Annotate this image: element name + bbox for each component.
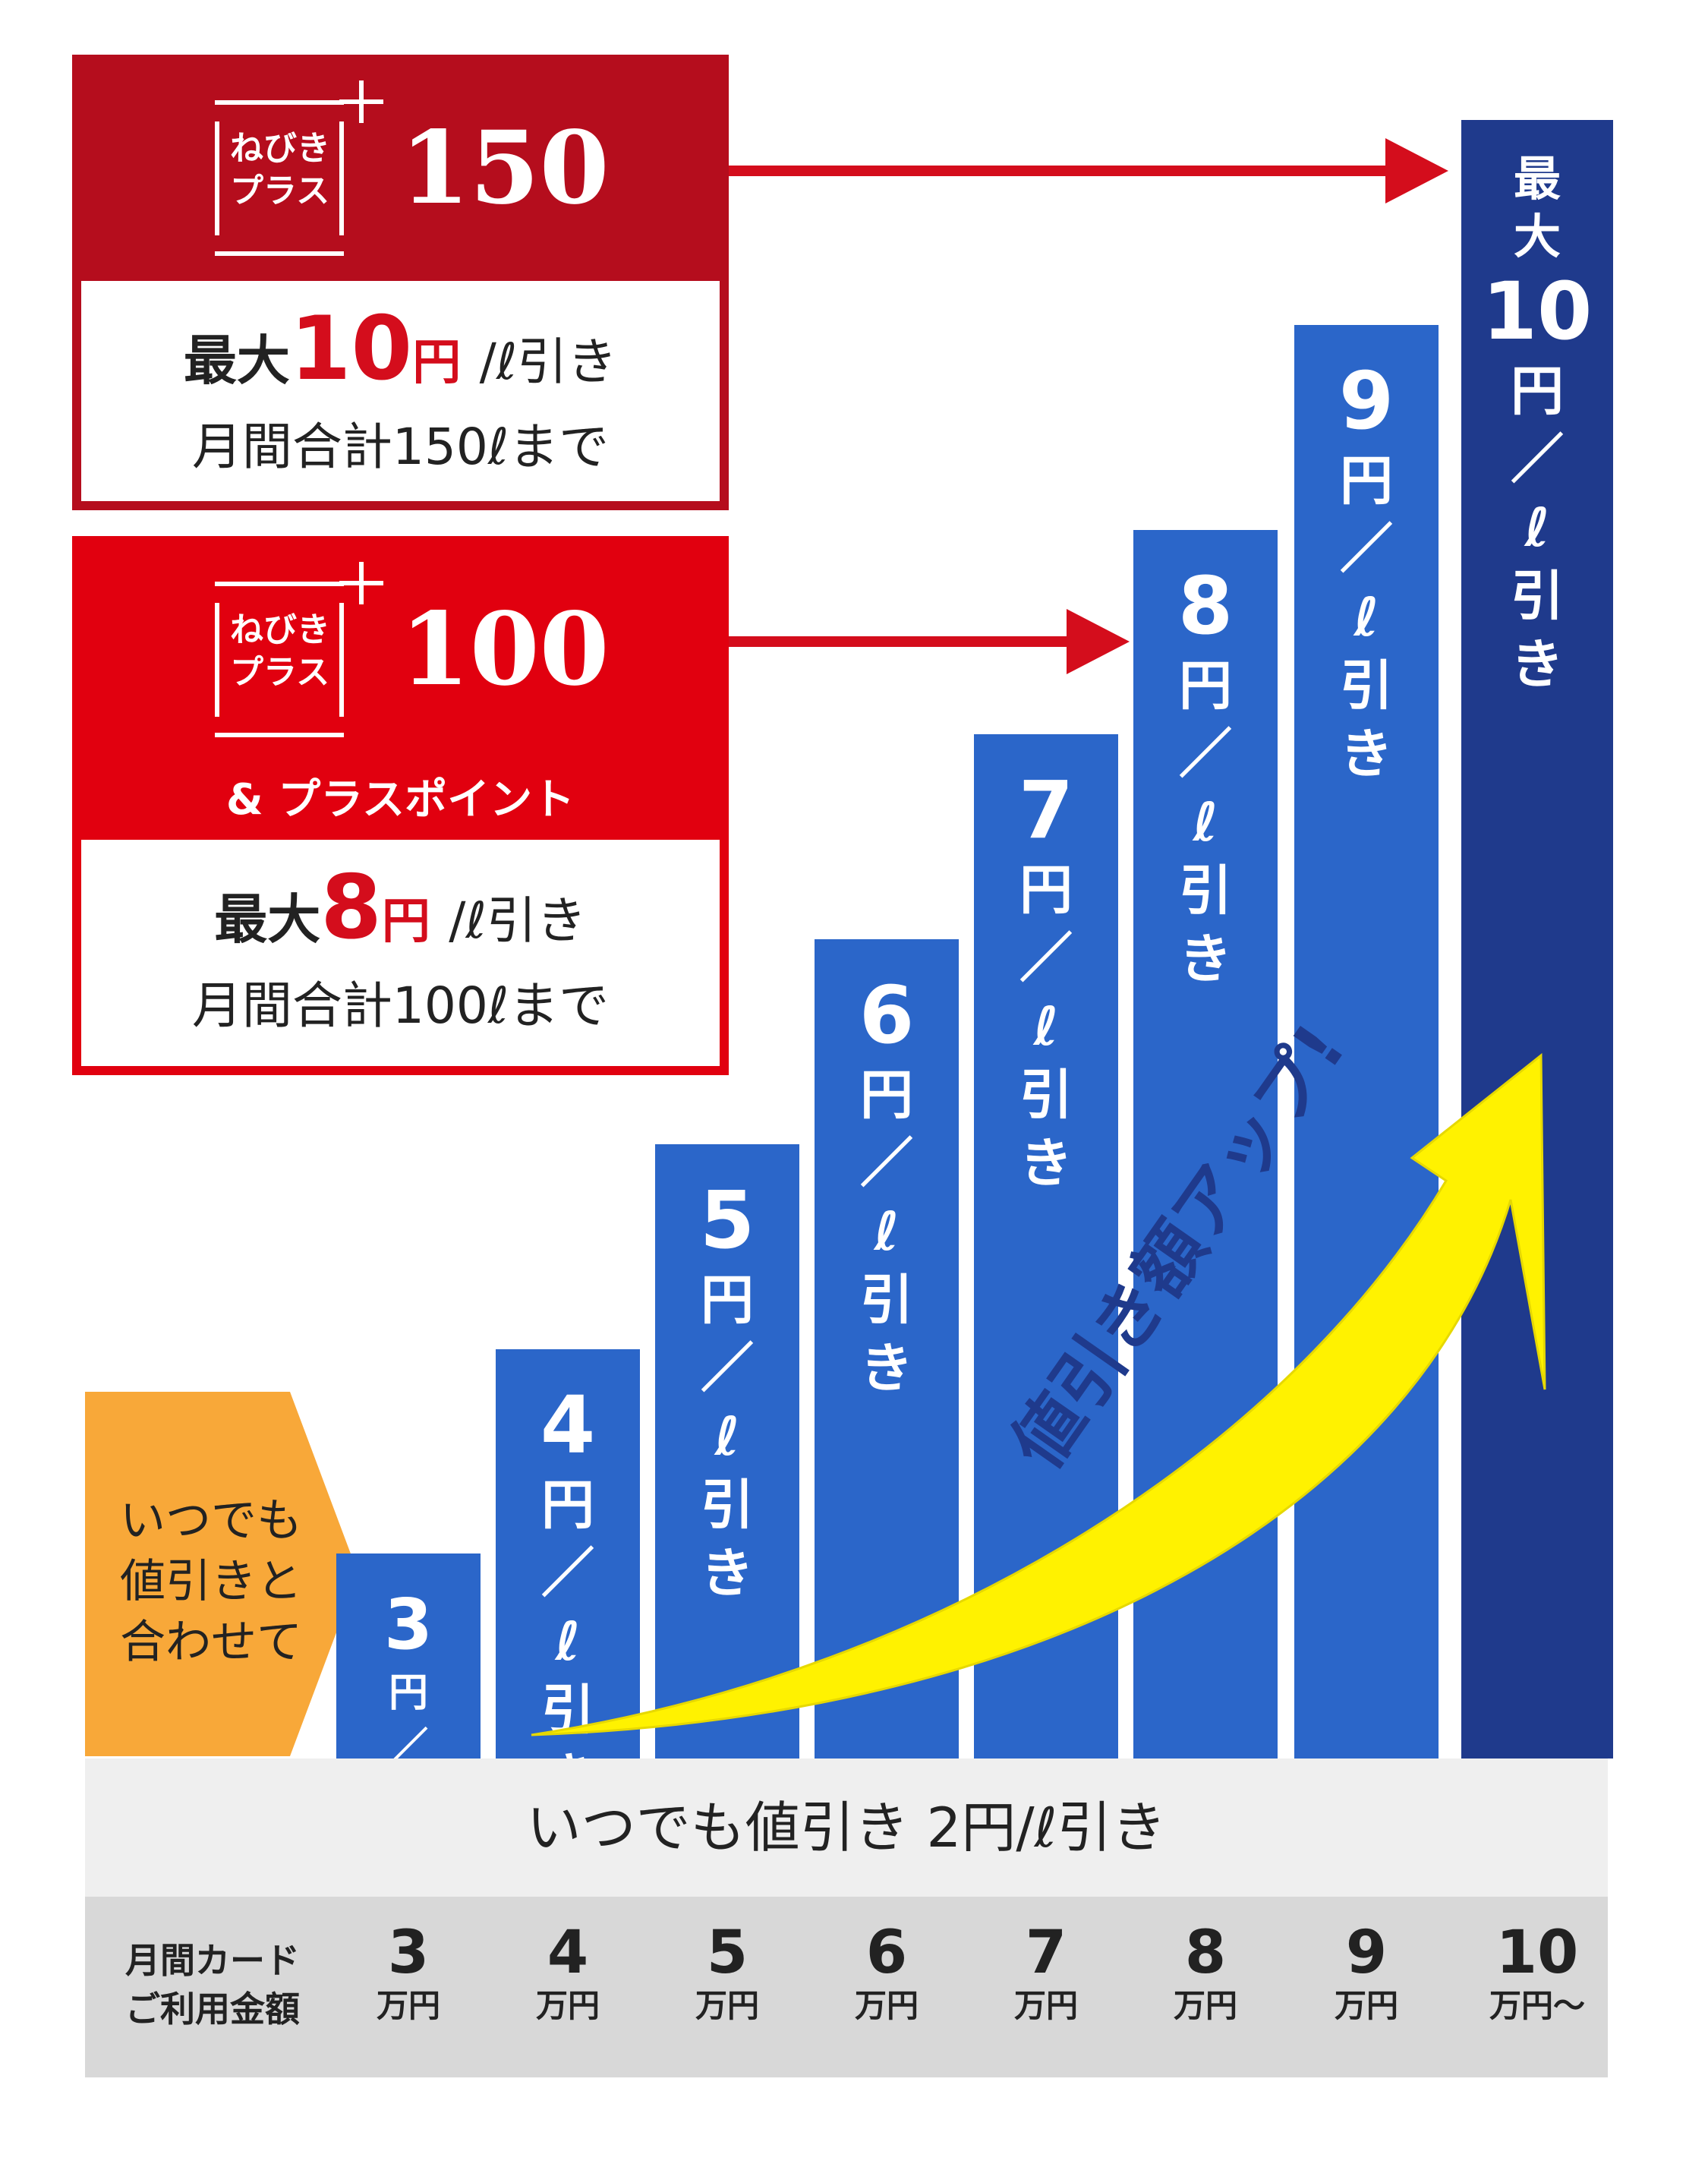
arrow-100-head xyxy=(1067,609,1130,674)
x-tick-unit: 万円 xyxy=(1334,1987,1398,2024)
x-tick-value: 4 xyxy=(547,1919,589,1987)
x-tick-value: 6 xyxy=(865,1919,908,1987)
plan-number: 150 xyxy=(400,109,610,227)
x-tick: 8 万円 xyxy=(1133,1921,1278,2027)
monthly-limit: 月間合計150ℓまで xyxy=(191,418,610,476)
plan-100-panel: ねびきプラス 100 & プラスポイント 最大8円 /ℓ引き 月間合計100ℓま… xyxy=(72,536,729,1075)
x-tick-value: 5 xyxy=(706,1919,748,1987)
logo-text-line1: ねびき xyxy=(230,129,330,168)
unit-label: /ℓ引き xyxy=(449,891,587,950)
x-tick: 5 万円 xyxy=(655,1921,799,2027)
yen-label: 円 xyxy=(412,335,462,391)
logo-text-line2: プラス xyxy=(230,653,330,692)
x-tick: 6 万円 xyxy=(815,1921,959,2027)
x-tick-value: 7 xyxy=(1025,1919,1067,1987)
x-tick-value: 9 xyxy=(1345,1919,1388,1987)
x-tick: 10 万円〜 xyxy=(1465,1921,1609,2027)
max-amount: 10 xyxy=(289,298,413,400)
plan-150-panel: ねびきプラス 150 最大10円 /ℓ引き 月間合計150ℓまで xyxy=(72,55,729,510)
combine-arrow-label xyxy=(85,1392,358,1756)
x-tick-unit: 万円 xyxy=(1013,1987,1078,2024)
bar-3 xyxy=(336,1553,481,1759)
max-label: 最大 xyxy=(214,888,321,951)
plan-detail-box: 最大10円 /ℓ引き 月間合計150ℓまで xyxy=(81,281,720,501)
x-axis-label-line1: 月間カード xyxy=(125,1940,300,1981)
x-axis-panel xyxy=(85,1897,1608,2077)
x-axis-label: 月間カード ご利用金額 xyxy=(99,1936,326,2033)
combine-note-line2: 値引きと xyxy=(120,1555,302,1608)
base-discount-panel xyxy=(85,1759,1608,1897)
nebiki-plus-logo: ねびき プラス xyxy=(215,562,443,737)
bar-label: 7 円／ ℓ 引き xyxy=(1018,764,1074,1195)
max-amount: 8 xyxy=(320,856,382,959)
x-tick-unit: 万円 xyxy=(376,1987,440,2024)
arrow-150-head xyxy=(1385,138,1448,203)
plus-point-label: & プラスポイント xyxy=(225,775,575,825)
yen-label: 円 xyxy=(381,894,430,950)
x-tick-unit: 万円〜 xyxy=(1489,1987,1585,2024)
bar-label: 9 円／ ℓ 引き xyxy=(1338,354,1394,785)
combine-note-line1: いつでも xyxy=(120,1494,302,1547)
max-discount-line: 最大10円 /ℓ引き xyxy=(81,298,720,400)
nebiki-plus-logo: ねびき プラス xyxy=(215,80,443,256)
x-tick-unit: 万円 xyxy=(1173,1987,1237,2024)
x-tick-unit: 万円 xyxy=(695,1987,759,2024)
bar-label: 4円／ℓ引き xyxy=(540,1378,596,1809)
x-tick: 3 万円 xyxy=(336,1921,481,2027)
max-discount-line: 最大8円 /ℓ引き xyxy=(81,856,720,959)
bar-label: 8 円／ ℓ 引き xyxy=(1177,559,1234,990)
bar-label: 5 円／ ℓ 引き xyxy=(699,1173,755,1604)
max-label: 最大 xyxy=(183,330,290,392)
base-discount-text: いつでも値引き 2円/ℓ引き xyxy=(526,1796,1167,1859)
combine-note: いつでも 値引きと 合わせて xyxy=(90,1490,332,1673)
bar-label: 6 円／ ℓ 引き xyxy=(859,969,915,1399)
plan-number: 100 xyxy=(400,591,610,708)
orange-arrow-shape xyxy=(85,1392,358,1756)
logo-text-line2: プラス xyxy=(230,172,330,210)
x-tick: 7 万円 xyxy=(974,1921,1118,2027)
combine-note-line3: 合わせて xyxy=(120,1616,302,1669)
logo-text-line1: ねびき xyxy=(230,610,330,649)
x-tick-value: 10 xyxy=(1495,1919,1579,1987)
unit-label: /ℓ引き xyxy=(479,333,618,391)
x-tick-value: 3 xyxy=(387,1919,430,1987)
x-tick: 4 万円 xyxy=(496,1921,640,2027)
monthly-limit: 月間合計100ℓまで xyxy=(191,976,610,1035)
x-tick-value: 8 xyxy=(1184,1919,1227,1987)
plan-detail-box: 最大8円 /ℓ引き 月間合計100ℓまで xyxy=(81,840,720,1066)
bar-label: 最大 10 円／ ℓ 引き xyxy=(1482,151,1593,696)
x-axis-label-line2: ご利用金額 xyxy=(125,1989,300,2030)
x-tick-unit: 万円 xyxy=(854,1987,919,2024)
x-tick: 9 万円 xyxy=(1294,1921,1439,2027)
x-tick-unit: 万円 xyxy=(535,1987,600,2024)
